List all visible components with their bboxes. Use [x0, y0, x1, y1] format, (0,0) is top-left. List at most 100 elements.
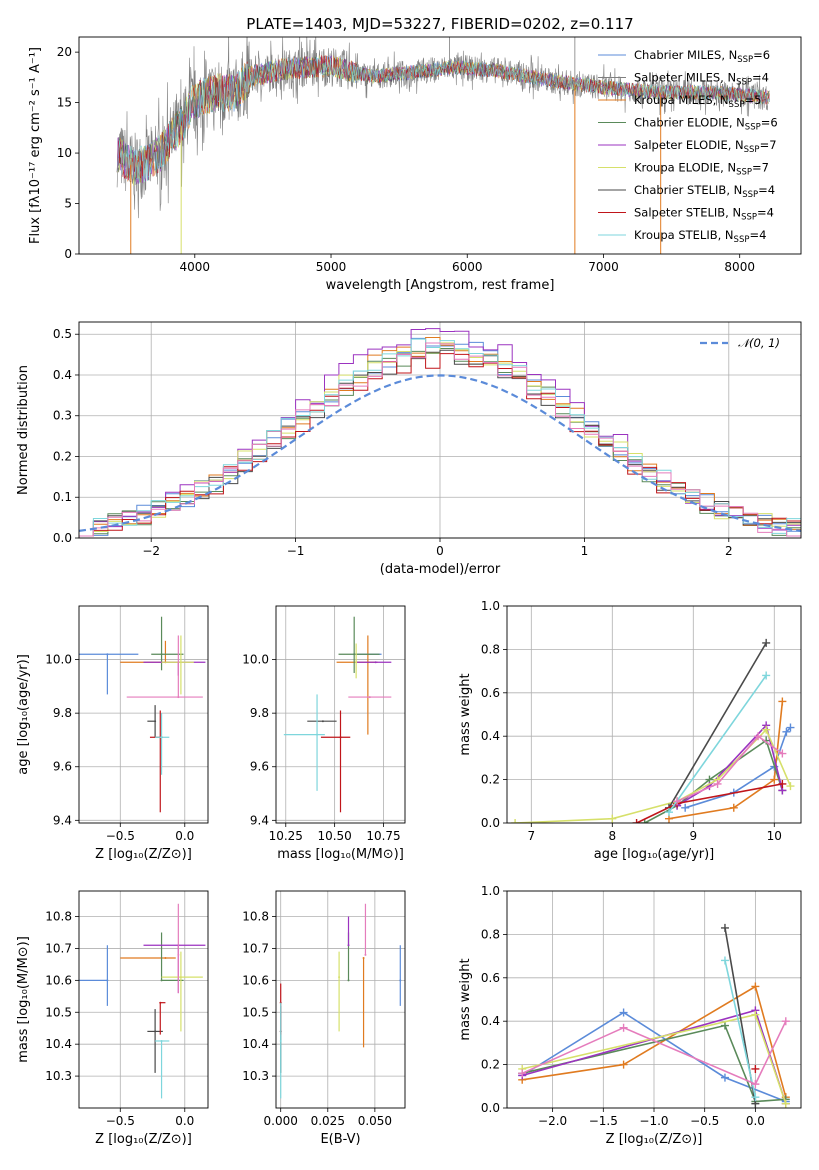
- plot-area: [79, 616, 206, 813]
- data-point: [154, 720, 157, 723]
- mass-weight-marker: [778, 779, 787, 788]
- mass-weight-marker: [762, 671, 771, 680]
- plot-area: [79, 328, 801, 537]
- data-point: [355, 661, 358, 664]
- x-axis-label: mass [log₁₀(M/M⊙)]: [277, 847, 404, 862]
- mass-weight-marker: [511, 819, 520, 823]
- data-point: [353, 653, 356, 656]
- mass-weight-marker: [632, 819, 641, 823]
- data-point: [160, 1039, 163, 1042]
- y-tick-label: 0.1: [53, 490, 72, 504]
- plot-area: [518, 923, 790, 1108]
- x-axis-label: E(B-V): [320, 1132, 360, 1147]
- grid-lines: [507, 605, 801, 824]
- mass-weight-marker: [751, 1010, 760, 1019]
- data-point: [368, 696, 371, 699]
- mass-weight-marker: [751, 982, 760, 991]
- x-tick-label: 9: [689, 829, 697, 843]
- mass-weight-line: [668, 701, 784, 820]
- mass-weight-line: [521, 1011, 787, 1103]
- y-tick-label: 0.4: [481, 1014, 500, 1028]
- x-tick-label: 7000: [588, 260, 619, 274]
- legend-entry: Kroupa ELODIE, NSSP=7: [634, 161, 769, 178]
- mass-weight-line: [522, 985, 787, 1098]
- panel-residuals: −2 −1 0 1 2 0.0 0.1 0.2 0.3 0.4 0.5 (data-model)/er…: [16, 321, 802, 577]
- mass-weight-line: [521, 1020, 787, 1086]
- axes-frame: [78, 321, 802, 539]
- mass-weight-marker: [664, 808, 673, 817]
- y-tick-label: 15: [57, 96, 72, 110]
- data-point: [179, 976, 182, 979]
- y-tick-label: 0.0: [53, 531, 72, 545]
- x-tick-label: 0.050: [358, 1114, 392, 1128]
- x-tick-label: 0.0: [175, 829, 194, 843]
- axes-frame: [78, 890, 209, 1109]
- mass-weight-marker: [720, 956, 729, 965]
- x-tick-label: 0.000: [264, 1114, 298, 1128]
- data-point: [179, 661, 182, 664]
- x-tick-label: 7: [527, 829, 535, 843]
- data-point: [347, 944, 350, 947]
- y-tick-label: 9.8: [250, 706, 269, 720]
- y-tick-label: 0.3: [53, 409, 72, 423]
- y-tick-label: 9.6: [53, 760, 72, 774]
- legend-entry: Salpeter ELODIE, NSSP=7: [634, 138, 777, 155]
- y-tick-label: 10.4: [45, 1037, 72, 1051]
- mass-weight-marker: [673, 797, 682, 806]
- y-axis-label: mass [log₁₀(M/M⊙)]: [16, 936, 31, 1063]
- y-tick-label: 10.4: [242, 1037, 269, 1051]
- mass-weight-line: [676, 735, 783, 803]
- y-axis-label: Flux [fλ10⁻¹⁷ erg cm⁻² s⁻¹ A⁻¹]: [28, 47, 43, 244]
- legend-entry: Chabrier MILES, NSSP=6: [634, 48, 770, 65]
- y-tick-label: 10.0: [45, 653, 72, 667]
- data-point: [160, 653, 163, 656]
- data-point: [164, 957, 167, 960]
- mass-weight-marker: [751, 1064, 760, 1073]
- data-point: [160, 736, 163, 739]
- mass-weight-line: [668, 642, 767, 809]
- data-point: [362, 957, 365, 960]
- y-tick-label: 10.6: [242, 973, 269, 987]
- y-tick-label: 10.8: [45, 910, 72, 924]
- mass-weight-marker: [720, 1073, 729, 1082]
- x-axis-label: Z [log₁₀(Z/Z⊙)]: [95, 847, 192, 862]
- y-tick-label: 0.0: [481, 1101, 500, 1115]
- y-tick-label: 9.4: [53, 813, 72, 827]
- y-tick-label: 0.8: [481, 927, 500, 941]
- panel-age-vs-mass: 10.25 10.50 10.75 9.4 9.6 9.8 10.0 mass [log₁₀(…: [242, 605, 406, 862]
- y-tick-label: 10.8: [242, 910, 269, 924]
- mass-weight-marker: [518, 1069, 527, 1078]
- legend-entry: Kroupa MILES, NSSP=5: [634, 93, 761, 110]
- mass-weight-marker: [720, 923, 729, 932]
- y-tick-label: 0: [64, 247, 72, 261]
- x-tick-label: −1: [287, 544, 305, 558]
- y-tick-label: 0.6: [481, 971, 500, 985]
- axes-frame: [275, 890, 406, 1109]
- y-tick-label: 9.8: [53, 706, 72, 720]
- data-point: [364, 953, 367, 956]
- y-tick-label: 0.5: [53, 327, 72, 341]
- x-tick-label: −0.5: [690, 1114, 719, 1128]
- plot-area: [283, 616, 392, 813]
- panel-spectrum: 4000 5000 6000 7000 8000 0 5 10 15 20 wavelength […: [28, 36, 802, 293]
- data-point: [279, 1039, 282, 1042]
- mass-weight-marker: [778, 749, 787, 758]
- mass-weight-marker: [781, 1099, 790, 1108]
- y-tick-label: 20: [57, 45, 72, 59]
- mass-weight-line: [724, 960, 757, 1098]
- y-tick-label: 0.4: [481, 729, 500, 743]
- x-tick-label: −1.5: [589, 1114, 618, 1128]
- residual-histogram: [79, 349, 801, 537]
- y-tick-label: 1.0: [481, 599, 500, 613]
- x-tick-label: 4000: [180, 260, 211, 274]
- grid-lines: [79, 606, 208, 823]
- mass-weight-marker: [754, 732, 763, 741]
- y-tick-label: 9.6: [250, 760, 269, 774]
- mass-weight-marker: [786, 723, 795, 732]
- y-tick-label: 0.2: [53, 449, 72, 463]
- y-tick-label: 10.3: [45, 1069, 72, 1083]
- mass-weight-line: [676, 723, 784, 807]
- data-point: [321, 720, 324, 723]
